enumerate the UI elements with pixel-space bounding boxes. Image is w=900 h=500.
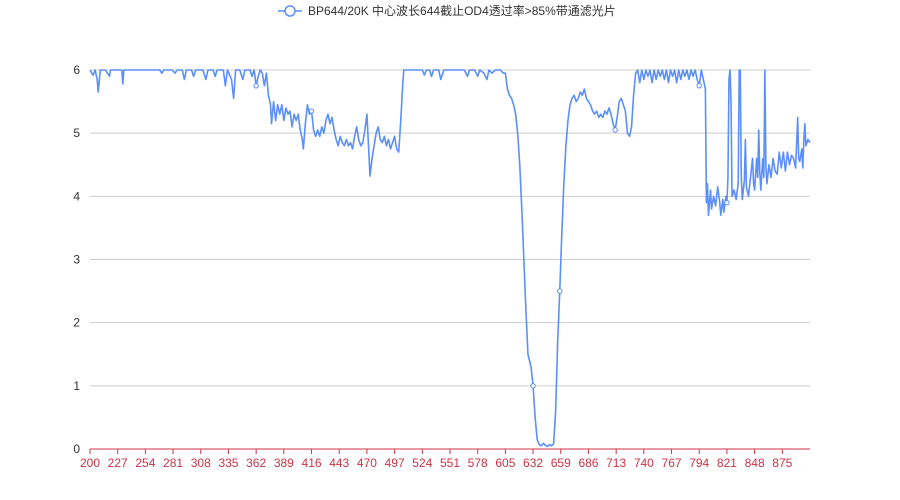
x-tick-label: 659 xyxy=(551,456,571,470)
axes: 0 1 2 3 4 5 6 200 227 254 281 308 335 362 389 416 443 470… xyxy=(73,63,810,470)
y-tick-label: 6 xyxy=(73,63,80,77)
x-tick-label: 848 xyxy=(745,456,765,470)
data-point-marker xyxy=(612,127,618,133)
x-tick-label: 254 xyxy=(135,456,155,470)
y-tick-label: 2 xyxy=(73,316,80,330)
x-tick-label: 362 xyxy=(246,456,266,470)
x-tick-label: 335 xyxy=(218,456,238,470)
x-tick-label: 281 xyxy=(163,456,183,470)
x-tick-label: 416 xyxy=(302,456,322,470)
series-line-0 xyxy=(89,69,811,448)
x-tick-label: 470 xyxy=(357,456,377,470)
y-tick-label: 1 xyxy=(73,379,80,393)
series-layer xyxy=(89,69,811,448)
x-tick-label: 605 xyxy=(495,456,515,470)
data-point-marker xyxy=(557,288,563,294)
data-point-marker xyxy=(253,83,259,89)
x-tick-label: 200 xyxy=(80,456,100,470)
x-tick-label: 551 xyxy=(440,456,460,470)
x-tick-label: 740 xyxy=(634,456,654,470)
x-tick-label: 767 xyxy=(662,456,682,470)
x-tick-label: 308 xyxy=(191,456,211,470)
x-tick-label: 875 xyxy=(772,456,792,470)
x-tick-label: 794 xyxy=(689,456,709,470)
x-tick-label: 686 xyxy=(578,456,598,470)
x-tick-label: 524 xyxy=(412,456,432,470)
y-tick-label: 3 xyxy=(73,253,80,267)
legend-label: BP644/20K 中心波长644截止OD4透过率>85%带通滤光片 xyxy=(308,3,616,18)
x-tick-label: 443 xyxy=(329,456,349,470)
data-point-marker xyxy=(724,199,730,206)
x-tick-label: 713 xyxy=(606,456,626,470)
y-tick-label: 5 xyxy=(73,126,80,140)
data-point-marker xyxy=(530,383,536,389)
x-tick-label: 389 xyxy=(274,456,294,470)
y-tick-label: 0 xyxy=(73,442,80,456)
legend-circle-icon xyxy=(284,5,296,17)
data-point-marker xyxy=(696,83,702,89)
y-tick-label: 4 xyxy=(73,189,80,203)
grid xyxy=(90,69,810,387)
x-tick-label: 821 xyxy=(717,456,737,470)
data-point-marker xyxy=(308,108,315,114)
legend[interactable]: BP644/20K 中心波长644截止OD4透过率>85%带通滤光片 xyxy=(278,3,616,18)
x-tick-label: 497 xyxy=(385,456,405,470)
x-tick-label: 632 xyxy=(523,456,543,470)
x-tick-label: 227 xyxy=(108,456,128,470)
x-tick-label: 578 xyxy=(468,456,488,470)
